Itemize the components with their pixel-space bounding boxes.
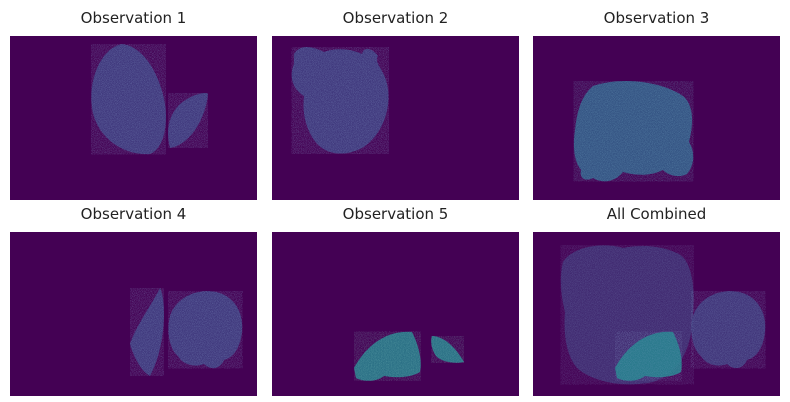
speckle-shapes xyxy=(354,331,464,381)
speckle-shapes xyxy=(291,47,389,154)
observation-1-image xyxy=(10,36,257,200)
panel-observation-4: Observation 4 xyxy=(10,200,257,396)
panel-observation-2: Observation 2 xyxy=(272,4,519,200)
speckle-shapes xyxy=(91,44,208,155)
speckle-shapes xyxy=(130,288,243,376)
panel-title: Observation 3 xyxy=(603,9,710,27)
observation-4-image xyxy=(10,232,257,396)
observation-5-image xyxy=(272,232,519,396)
panel-title: Observation 4 xyxy=(80,205,187,223)
observation-3-image xyxy=(533,36,780,200)
speckle-shapes xyxy=(573,81,694,182)
panel-title: Observation 2 xyxy=(342,9,449,27)
panel-all-combined: All Combined xyxy=(533,200,780,396)
panel-title: All Combined xyxy=(606,205,707,223)
speckle-shapes xyxy=(560,245,766,385)
panel-title: Observation 1 xyxy=(80,9,187,27)
panel-observation-1: Observation 1 xyxy=(10,4,257,200)
panel-observation-3: Observation 3 xyxy=(533,4,780,200)
panel-observation-5: Observation 5 xyxy=(272,200,519,396)
all-combined-image xyxy=(533,232,780,396)
observation-2-image xyxy=(272,36,519,200)
panel-title: Observation 5 xyxy=(342,205,449,223)
